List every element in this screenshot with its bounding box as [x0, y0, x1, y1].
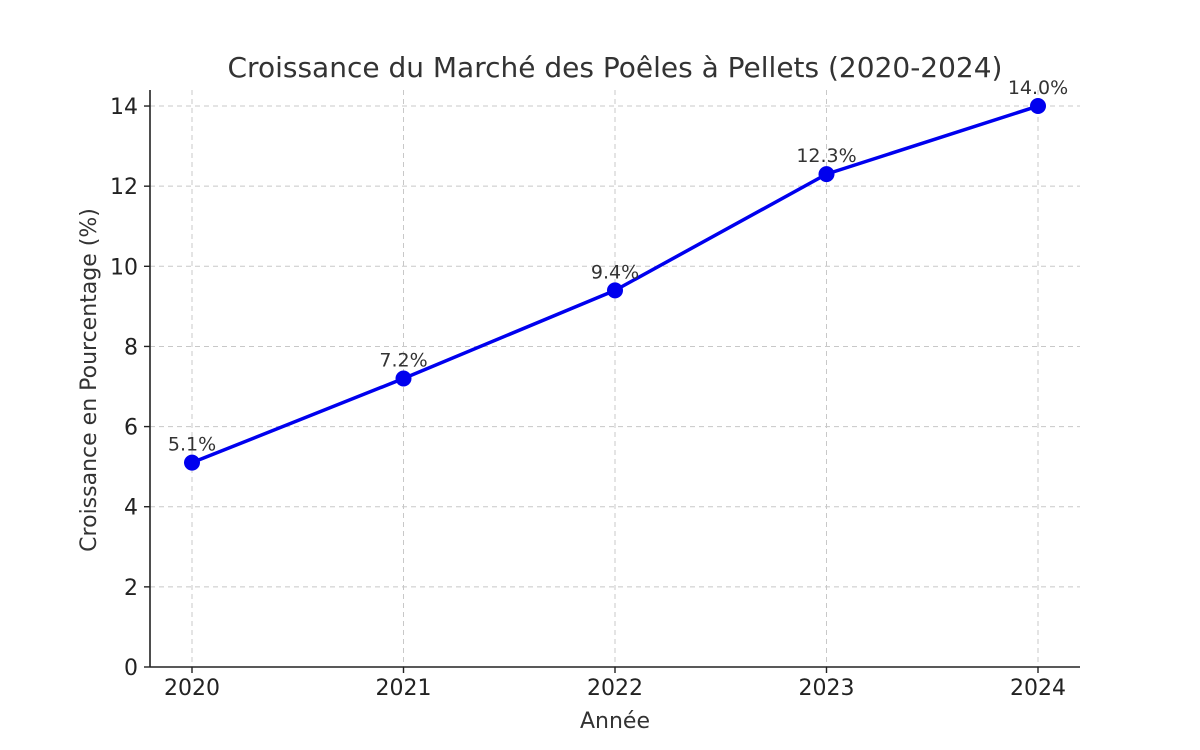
x-tick-label: 2022 — [587, 676, 643, 701]
x-tick-label: 2020 — [164, 676, 220, 701]
data-point — [818, 166, 835, 183]
y-axis-ticks: 0 2 4 6 8 10 12 14 — [110, 95, 150, 681]
data-point — [607, 282, 623, 299]
data-label: 7.2% — [379, 350, 427, 372]
y-tick-label: 4 — [124, 496, 138, 521]
x-tick-label: 2021 — [376, 676, 432, 701]
grid — [150, 90, 1080, 668]
data-point — [395, 370, 412, 387]
x-axis-ticks: 2020 2021 2022 2023 2024 — [164, 667, 1066, 701]
x-axis-label: Année — [580, 709, 650, 734]
x-tick-label: 2024 — [1010, 676, 1066, 701]
chart-title: Croissance du Marché des Poêles à Pellet… — [228, 51, 1003, 84]
data-label: 9.4% — [591, 261, 639, 283]
y-tick-label: 2 — [124, 576, 138, 601]
data-point — [1030, 98, 1046, 115]
y-tick-label: 8 — [124, 335, 138, 360]
data-label: 14.0% — [1008, 77, 1068, 99]
series-group — [184, 98, 1046, 471]
x-tick-label: 2023 — [799, 676, 855, 701]
data-labels: 5.1% 7.2% 9.4% 12.3% 14.0% — [168, 77, 1068, 456]
data-label: 5.1% — [168, 434, 216, 456]
y-tick-label: 14 — [110, 95, 138, 120]
y-tick-label: 10 — [110, 255, 138, 280]
data-label: 12.3% — [796, 145, 856, 167]
y-tick-label: 0 — [124, 656, 138, 681]
y-axis-label: Croissance en Pourcentage (%) — [77, 208, 102, 552]
y-tick-label: 6 — [124, 416, 138, 441]
data-point — [184, 454, 200, 471]
y-tick-label: 12 — [110, 175, 138, 200]
